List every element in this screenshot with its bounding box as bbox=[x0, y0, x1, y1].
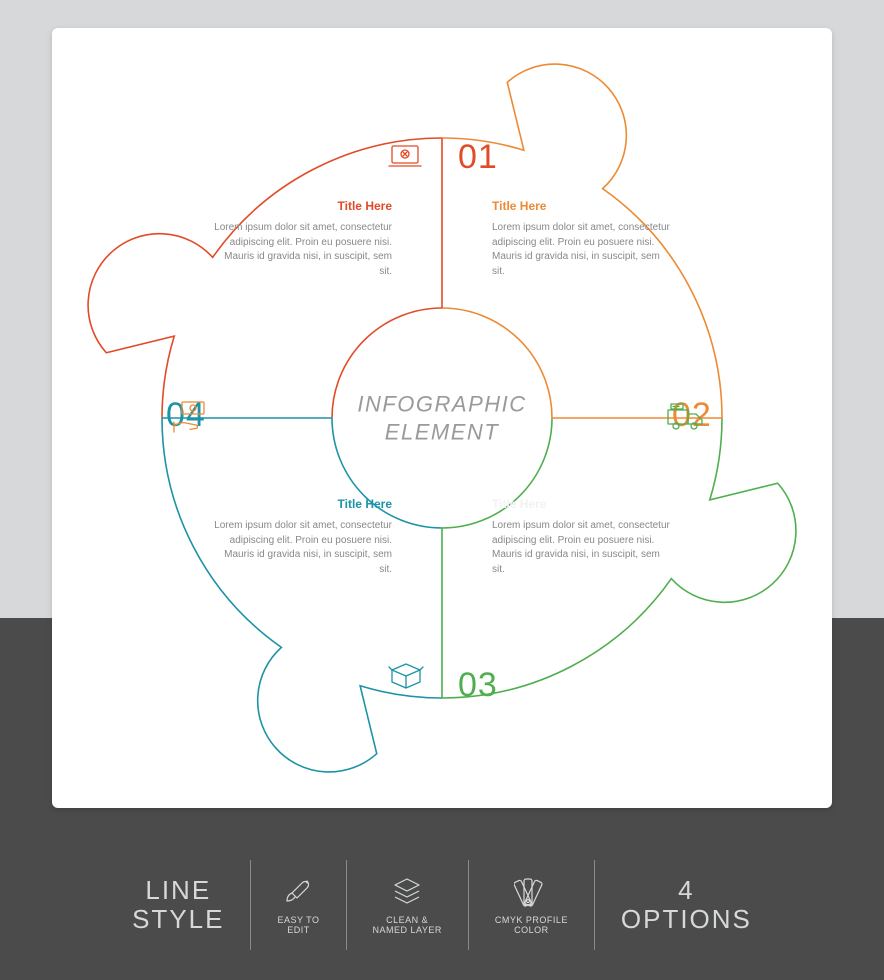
infographic-card: INFOGRAPHIC ELEMENT 01 02 03 04 Title He… bbox=[52, 28, 832, 808]
delivery-truck-icon bbox=[664, 396, 704, 436]
segment-title-04: Title Here bbox=[212, 198, 392, 215]
segment-body-03: Lorem ipsum dolor sit amet, consectetur … bbox=[212, 519, 392, 577]
footer-cell-options: 4 OPTIONS bbox=[594, 860, 778, 950]
outer-arc bbox=[162, 418, 442, 772]
segment-number-03: 03 bbox=[458, 666, 498, 705]
footer-caption-cmyk: CMYK PROFILE COLOR bbox=[495, 915, 568, 935]
laptop-tag-icon bbox=[385, 136, 425, 176]
footer-text-style: STYLE bbox=[132, 905, 224, 934]
segment-title-03: Title Here bbox=[212, 496, 392, 513]
segment-text-01: Title Here Lorem ipsum dolor sit amet, c… bbox=[492, 198, 672, 279]
footer-caption-edit: EASY TO EDIT bbox=[277, 915, 319, 935]
segment-body-02: Lorem ipsum dolor sit amet, consectetur … bbox=[492, 519, 672, 577]
segment-text-03: Title Here Lorem ipsum dolor sit amet, c… bbox=[212, 496, 392, 577]
footer-cell-layers: CLEAN & NAMED LAYER bbox=[346, 860, 468, 950]
footer-bar: LINE STYLE EASY TO EDIT CLEAN & NAMED LA… bbox=[0, 830, 884, 980]
footer-text-4: 4 bbox=[678, 876, 694, 905]
brush-icon bbox=[281, 875, 315, 909]
footer-text-options: OPTIONS bbox=[621, 905, 752, 934]
footer-cell-line-style: LINE STYLE bbox=[106, 860, 250, 950]
payment-hand-icon bbox=[170, 396, 210, 436]
footer-caption-layers: CLEAN & NAMED LAYER bbox=[373, 915, 442, 935]
segment-body-01: Lorem ipsum dolor sit amet, consectetur … bbox=[492, 221, 672, 279]
segment-body-04: Lorem ipsum dolor sit amet, consectetur … bbox=[212, 221, 392, 279]
segment-text-02: Title Here Lorem ipsum dolor sit amet, c… bbox=[492, 496, 672, 577]
open-box-icon bbox=[386, 656, 426, 696]
center-line1: INFOGRAPHIC bbox=[342, 391, 542, 419]
segment-number-01: 01 bbox=[458, 138, 498, 177]
layers-icon bbox=[390, 875, 424, 909]
segment-text-04: Title Here Lorem ipsum dolor sit amet, c… bbox=[212, 198, 392, 279]
footer-cell-cmyk: CMYK PROFILE COLOR bbox=[468, 860, 594, 950]
segment-title-01: Title Here bbox=[492, 198, 672, 215]
swatch-icon bbox=[514, 875, 548, 909]
center-line2: ELEMENT bbox=[342, 418, 542, 446]
footer-cell-easy-edit: EASY TO EDIT bbox=[250, 860, 345, 950]
footer-text-line: LINE bbox=[145, 876, 211, 905]
segment-title-02: Title Here bbox=[492, 496, 672, 513]
center-label: INFOGRAPHIC ELEMENT bbox=[342, 391, 542, 446]
